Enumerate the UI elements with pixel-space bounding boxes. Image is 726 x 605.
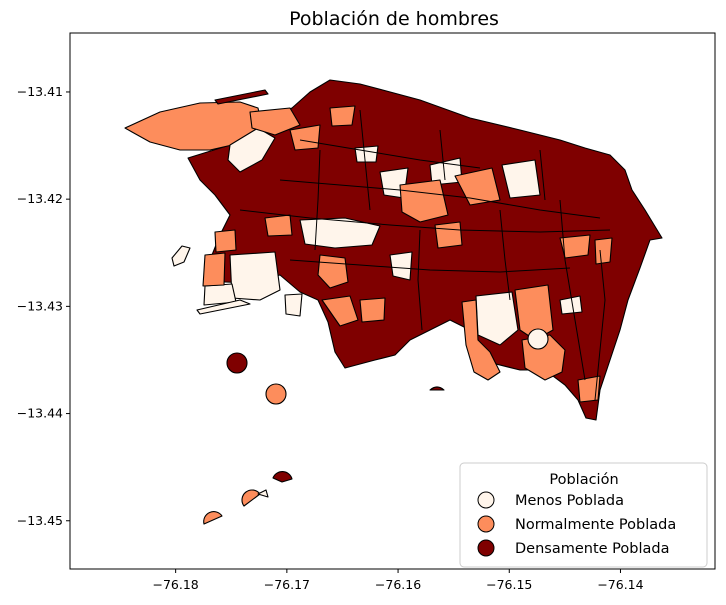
district-polygon: [429, 386, 445, 391]
district-polygon: [299, 217, 381, 249]
district-polygon: [284, 293, 303, 317]
district-polygon: [329, 105, 356, 127]
map-polygons: [124, 79, 663, 525]
district-polygon: [171, 245, 191, 267]
district-polygon: [461, 299, 501, 381]
legend-label-densa: Densamente Poblada: [515, 541, 669, 557]
y-tick-label: −13.42: [17, 191, 63, 206]
legend-box: [459, 462, 708, 568]
legend-swatch-densa: [477, 539, 495, 557]
legend-label-normal: Normalmente Poblada: [515, 517, 676, 533]
district-polygon: [272, 471, 293, 483]
y-tick-label: −13.43: [17, 298, 63, 313]
district-polygon: [559, 295, 583, 315]
y-axis: −13.41 −13.42 −13.43 −13.44 −13.45: [17, 84, 70, 528]
district-polygon: [359, 297, 386, 323]
legend-label-menos: Menos Poblada: [515, 493, 624, 509]
x-tick-label: −76.14: [597, 577, 643, 592]
district-polygon: [196, 299, 251, 315]
district-polygon: [577, 375, 601, 403]
district-polygon: [527, 328, 549, 350]
district-polygon: [214, 89, 269, 105]
district-polygon: [594, 237, 613, 265]
district-polygon: [434, 221, 463, 249]
district-polygon: [265, 383, 287, 405]
district-polygon: [264, 214, 293, 237]
district-polygon: [454, 167, 501, 206]
district-polygon: [229, 251, 281, 301]
y-tick-label: −13.45: [17, 513, 63, 528]
street-lines: [239, 109, 611, 401]
district-polygon: [354, 145, 379, 163]
district-polygon: [289, 124, 321, 151]
y-tick-label: −13.44: [17, 406, 63, 421]
district-polygon: [214, 229, 237, 253]
district-polygon: [202, 252, 226, 287]
y-tick-label: −13.41: [17, 84, 63, 99]
x-tick-label: −76.15: [486, 577, 532, 592]
chart-title: Población de hombres: [289, 8, 499, 30]
x-tick-label: −76.16: [375, 577, 421, 592]
district-polygon: [559, 234, 591, 259]
district-polygon: [501, 159, 541, 199]
legend-title: Población: [549, 472, 618, 488]
district-polygon: [226, 352, 248, 374]
district-polygon: [399, 179, 449, 223]
x-axis: −76.18 −76.17 −76.16 −76.15 −76.14: [153, 569, 644, 592]
legend-swatch-menos: [477, 491, 495, 509]
x-tick-label: −76.18: [153, 577, 199, 592]
legend-swatch-normal: [477, 515, 495, 533]
district-polygon: [321, 295, 359, 327]
district-polygon: [249, 107, 301, 136]
district-polygon: [389, 251, 413, 281]
x-tick-label: −76.17: [264, 577, 310, 592]
district-polygon: [257, 489, 269, 498]
legend: Población Menos Poblada Normalmente Pobl…: [459, 462, 708, 568]
district-polygon: [203, 511, 223, 525]
